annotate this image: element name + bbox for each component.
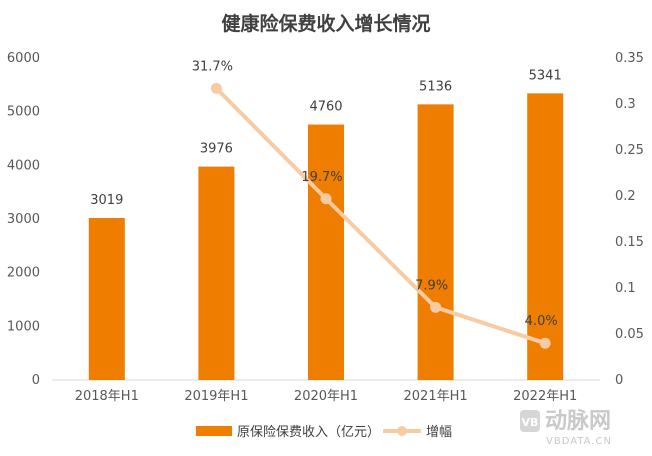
bar xyxy=(417,104,454,381)
y-left-tick-label: 2000 xyxy=(7,266,40,281)
left-axis: 0 1000 2000 3000 4000 5000 6000 xyxy=(7,51,40,388)
line-series: 31.7% 19.7% 7.9% 4.0% xyxy=(192,59,558,349)
y-left-tick-label: 4000 xyxy=(7,158,40,173)
y-left-tick-label: 3000 xyxy=(7,212,40,227)
y-right-tick-label: 0.35 xyxy=(615,51,644,66)
watermark-badge xyxy=(520,410,540,432)
bar xyxy=(88,217,125,380)
x-tick-label: 2022年H1 xyxy=(513,389,577,404)
x-tick-label: 2020年H1 xyxy=(294,389,358,404)
x-axis: 2018年H1 2019年H1 2020年H1 2021年H1 2022年H1 xyxy=(75,389,578,404)
growth-line xyxy=(214,86,546,346)
growth-value-label: 7.9% xyxy=(415,278,448,293)
y-right-tick-label: 0.05 xyxy=(615,327,644,342)
bar-value-label: 3976 xyxy=(200,142,233,157)
x-tick-label: 2021年H1 xyxy=(404,389,468,404)
chart-title: 健康险保费收入增长情况 xyxy=(221,12,430,35)
watermark-logo: VB 动脉网 VBDATA.CN xyxy=(520,409,612,447)
y-right-tick-label: 0.3 xyxy=(615,97,636,112)
growth-point xyxy=(539,337,551,349)
bar-value-label: 4760 xyxy=(309,100,342,115)
bar-value-label: 5136 xyxy=(419,79,452,94)
y-right-tick-label: 0.2 xyxy=(615,189,636,204)
growth-value-label: 19.7% xyxy=(301,170,342,185)
bar-value-label: 3019 xyxy=(90,193,123,208)
growth-value-label: 4.0% xyxy=(525,314,558,329)
y-left-tick-label: 0 xyxy=(32,373,40,388)
legend: 原保险保费收入（亿元） 增幅 xyxy=(196,425,452,440)
y-left-tick-label: 6000 xyxy=(7,51,40,66)
y-left-tick-label: 1000 xyxy=(7,319,40,334)
right-axis: 0 0.05 0.1 0.15 0.2 0.25 0.3 0.35 xyxy=(615,51,644,388)
y-right-tick-label: 0.25 xyxy=(615,143,644,158)
bar-series: 3019 3976 4760 5136 5341 xyxy=(88,68,564,381)
legend-bar-swatch xyxy=(196,426,232,436)
legend-line-label: 增幅 xyxy=(426,425,452,440)
bar xyxy=(198,166,235,380)
watermark-badge-text: VB xyxy=(522,416,539,429)
bar xyxy=(527,93,564,380)
watermark-name: 动脉网 xyxy=(545,409,611,434)
legend-line-marker xyxy=(397,426,407,436)
y-left-tick-label: 5000 xyxy=(7,105,40,120)
y-right-tick-label: 0 xyxy=(615,373,623,388)
growth-value-label: 31.7% xyxy=(192,59,233,74)
x-tick-label: 2019年H1 xyxy=(184,389,248,404)
legend-bar-label: 原保险保费收入（亿元） xyxy=(237,425,380,440)
x-tick-label: 2018年H1 xyxy=(75,389,139,404)
growth-point xyxy=(320,193,332,205)
bar-value-label: 5341 xyxy=(529,68,562,83)
watermark-sub: VBDATA.CN xyxy=(546,436,612,447)
bar xyxy=(308,124,344,381)
y-right-tick-label: 0.15 xyxy=(615,235,644,250)
growth-point xyxy=(430,301,442,313)
growth-point xyxy=(210,82,222,94)
y-right-tick-label: 0.1 xyxy=(615,281,636,296)
